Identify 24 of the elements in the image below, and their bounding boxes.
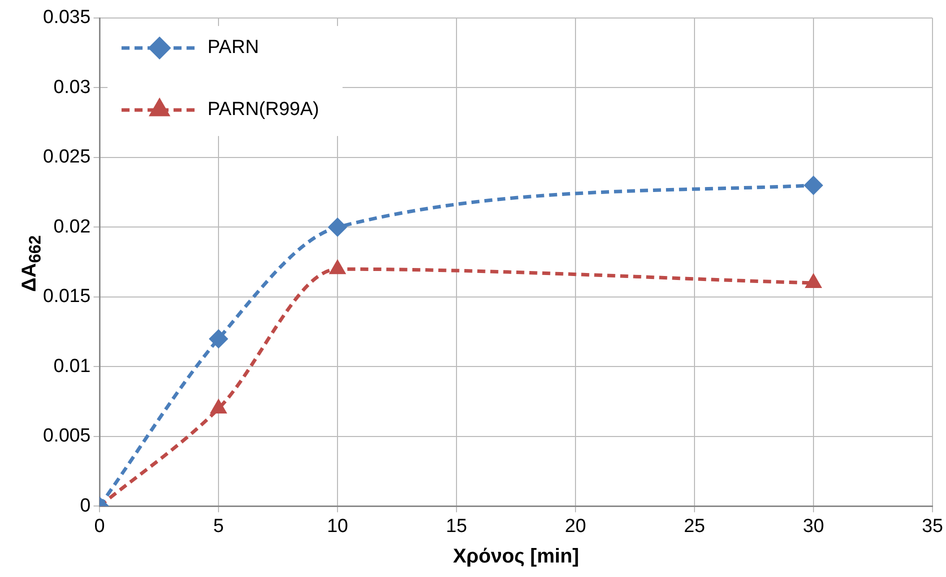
x-tick-label: 30 [802, 516, 824, 537]
x-tick-label: 35 [922, 516, 944, 537]
y-tick-label: 0.005 [43, 426, 91, 447]
point [804, 176, 823, 195]
x-tick-label: 20 [564, 516, 586, 537]
y-tick-label: 0.025 [43, 146, 91, 168]
point [329, 260, 346, 274]
legend-label: PARN(R99A) [208, 99, 320, 120]
y-tick-label: 0.01 [54, 356, 91, 377]
x-tick-label: 5 [213, 516, 224, 537]
x-tick-label: 25 [684, 516, 706, 537]
point [328, 218, 348, 237]
y-tick-label: 0.02 [54, 216, 91, 238]
y-tick-label: 0.015 [43, 286, 91, 308]
x-tick-label: 10 [326, 516, 348, 537]
y-tick-label: 0 [80, 495, 91, 516]
point [805, 274, 822, 288]
y-tick-label: 0.035 [43, 7, 91, 28]
x-tick-label: 15 [446, 516, 468, 537]
x-tick-label: 0 [94, 516, 105, 537]
y-tick-label: 0.03 [54, 76, 91, 98]
x-axis-title: Χρόνος [min] [452, 546, 580, 568]
point [210, 399, 227, 414]
legend-label: PARN [208, 37, 259, 58]
